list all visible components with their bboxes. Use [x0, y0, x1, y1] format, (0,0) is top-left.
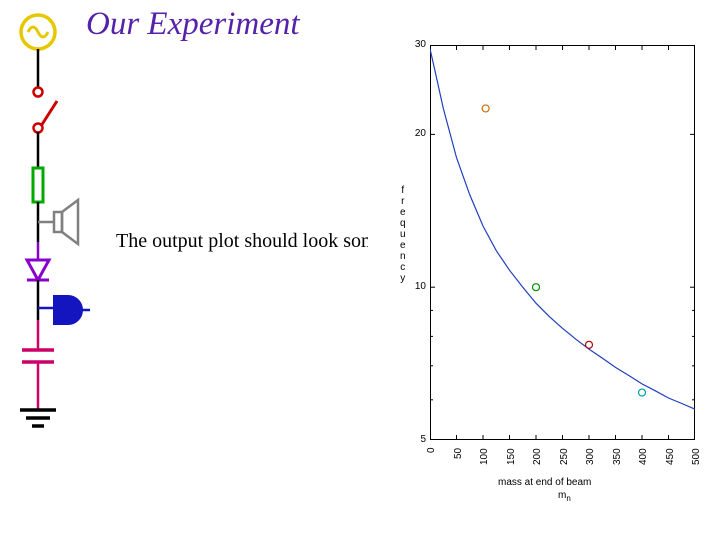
chart-xtick: 350 — [612, 448, 623, 465]
chart-xtick: 0 — [426, 447, 437, 453]
chart-ytick: 30 — [408, 39, 426, 50]
chart-xlabel: mass at end of beam — [498, 477, 591, 488]
chart-xtick: 50 — [453, 448, 464, 459]
chart-xtick: 200 — [532, 448, 543, 465]
chart-xlabel-sub: mn — [558, 490, 571, 503]
chart-xtick: 100 — [479, 448, 490, 465]
circuit-schematic — [10, 10, 90, 470]
page-title: Our Experiment — [86, 6, 300, 43]
frequency-vs-mass-chart: frequency mass at end of beam mn 30 20 10 5… — [368, 35, 703, 505]
chart-xtick: 400 — [638, 448, 649, 465]
chart-ytick: 20 — [408, 128, 426, 139]
chart-ytick: 10 — [408, 281, 426, 292]
chart-xtick: 450 — [665, 448, 676, 465]
chart-xtick: 150 — [506, 448, 517, 465]
chart-xtick: 250 — [559, 448, 570, 465]
chart-xtick: 300 — [585, 448, 596, 465]
chart-ytick: 5 — [408, 434, 426, 445]
chart-xtick: 500 — [691, 448, 702, 465]
chart-ylabel: frequency — [400, 185, 406, 284]
chart-plot-area — [430, 45, 695, 440]
